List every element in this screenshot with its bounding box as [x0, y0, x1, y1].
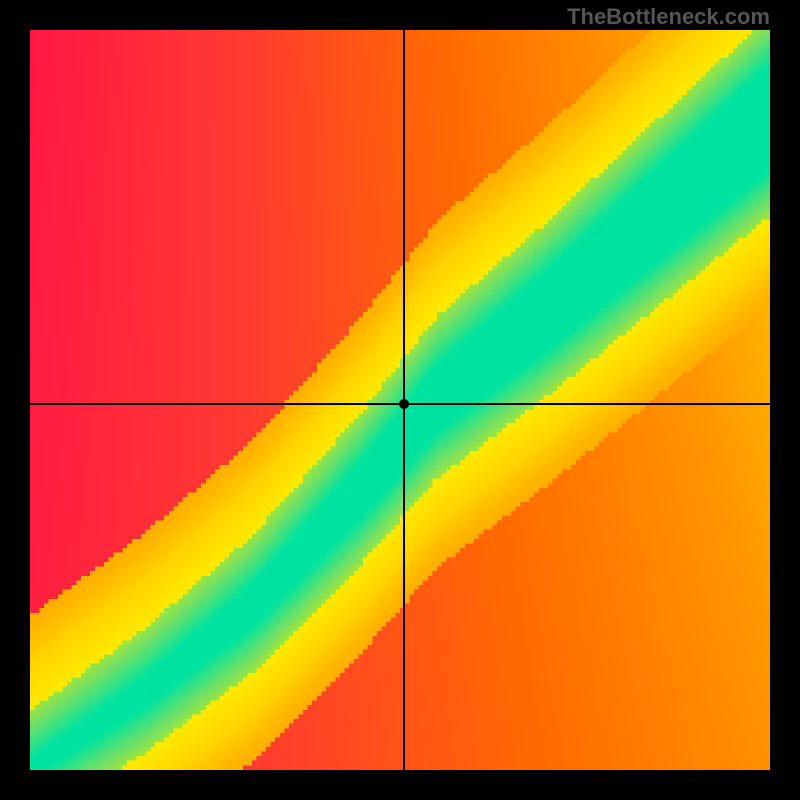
chart-stage: TheBottleneck.com: [0, 0, 800, 800]
watermark-text: TheBottleneck.com: [567, 4, 770, 30]
crosshair-marker-dot: [399, 399, 409, 409]
